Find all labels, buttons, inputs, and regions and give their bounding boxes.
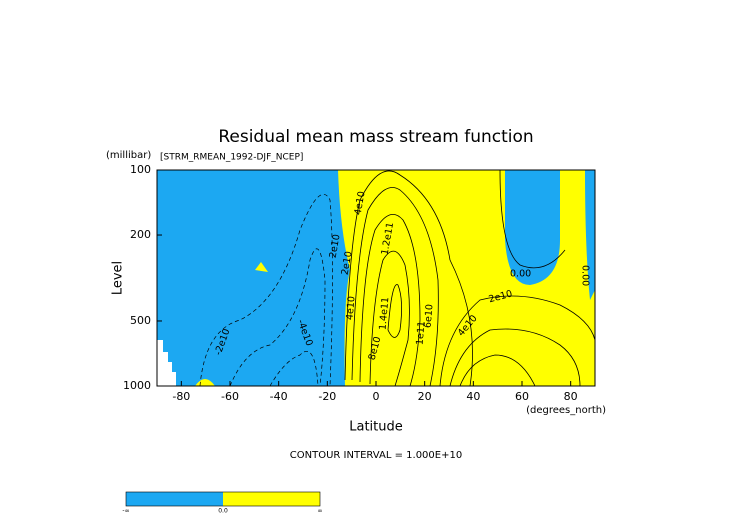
y-axis-label: Level: [111, 261, 126, 295]
contour-label: 2e10: [340, 250, 355, 276]
y-unit: (millibar): [106, 150, 151, 161]
colorbar-label: -∞: [122, 508, 129, 515]
contour-label: 0.00: [580, 265, 591, 286]
contour-label: 4e10: [345, 296, 358, 321]
contour: [199, 194, 333, 387]
contour: [439, 295, 596, 387]
x-tick-label: -60: [221, 390, 239, 403]
contour-lines: [199, 169, 596, 387]
x-tick-label: -20: [318, 390, 336, 403]
x-tick-label: 40: [466, 390, 480, 403]
contour: [344, 170, 473, 387]
contour: [359, 213, 421, 387]
y-tick-label: 500: [130, 314, 151, 327]
x-tick-label: -80: [172, 390, 190, 403]
contour-note: CONTOUR INTERVAL = 1.000E+10: [290, 450, 462, 461]
positive-region: [255, 262, 268, 272]
contour-label: 1e11: [415, 321, 428, 346]
x-tick-label: 0: [373, 390, 380, 403]
y-tick-label: 100: [130, 163, 151, 176]
colorbar-frame: [125, 491, 321, 507]
contour-label: 6e10: [423, 304, 436, 329]
contour-label: 1.4e11: [378, 297, 392, 331]
contour: [387, 284, 402, 338]
chart-title: Residual mean mass stream function: [218, 127, 533, 147]
colorbar-label: ∞: [318, 508, 323, 515]
x-tick-label: 80: [564, 390, 578, 403]
colorbar-negative: [126, 492, 223, 506]
contour-label: 0.00: [510, 269, 531, 280]
contour: [459, 354, 536, 387]
x-tick-label: 20: [418, 390, 432, 403]
subtitle: [STRM_RMEAN_1992-DJF_NCEP]: [160, 153, 303, 163]
colorbar-label: 0.0: [218, 508, 228, 515]
contour: [499, 169, 566, 269]
contour: [369, 250, 410, 387]
x-unit: (degrees_north): [526, 405, 606, 416]
contour-label: 4e10: [353, 190, 368, 216]
colorbar: -∞ 0.0 ∞: [122, 491, 323, 515]
x-axis-label: Latitude: [349, 420, 403, 435]
contour: [351, 187, 439, 387]
plot-area: 2e10 4e10 2e10 4e10 1.2e11 1.4e11 0.00 0…: [156, 169, 596, 387]
contour: [449, 328, 581, 387]
y-tick-label: 1000: [123, 379, 151, 392]
missing-region: [157, 340, 176, 386]
y-tick-label: 200: [130, 228, 151, 241]
contour: [229, 248, 326, 387]
x-tick-label: 60: [515, 390, 529, 403]
colorbar-positive: [223, 492, 320, 506]
contour: [269, 350, 319, 387]
contour-label: 2e10: [328, 233, 343, 259]
x-tick-label: -40: [270, 390, 288, 403]
